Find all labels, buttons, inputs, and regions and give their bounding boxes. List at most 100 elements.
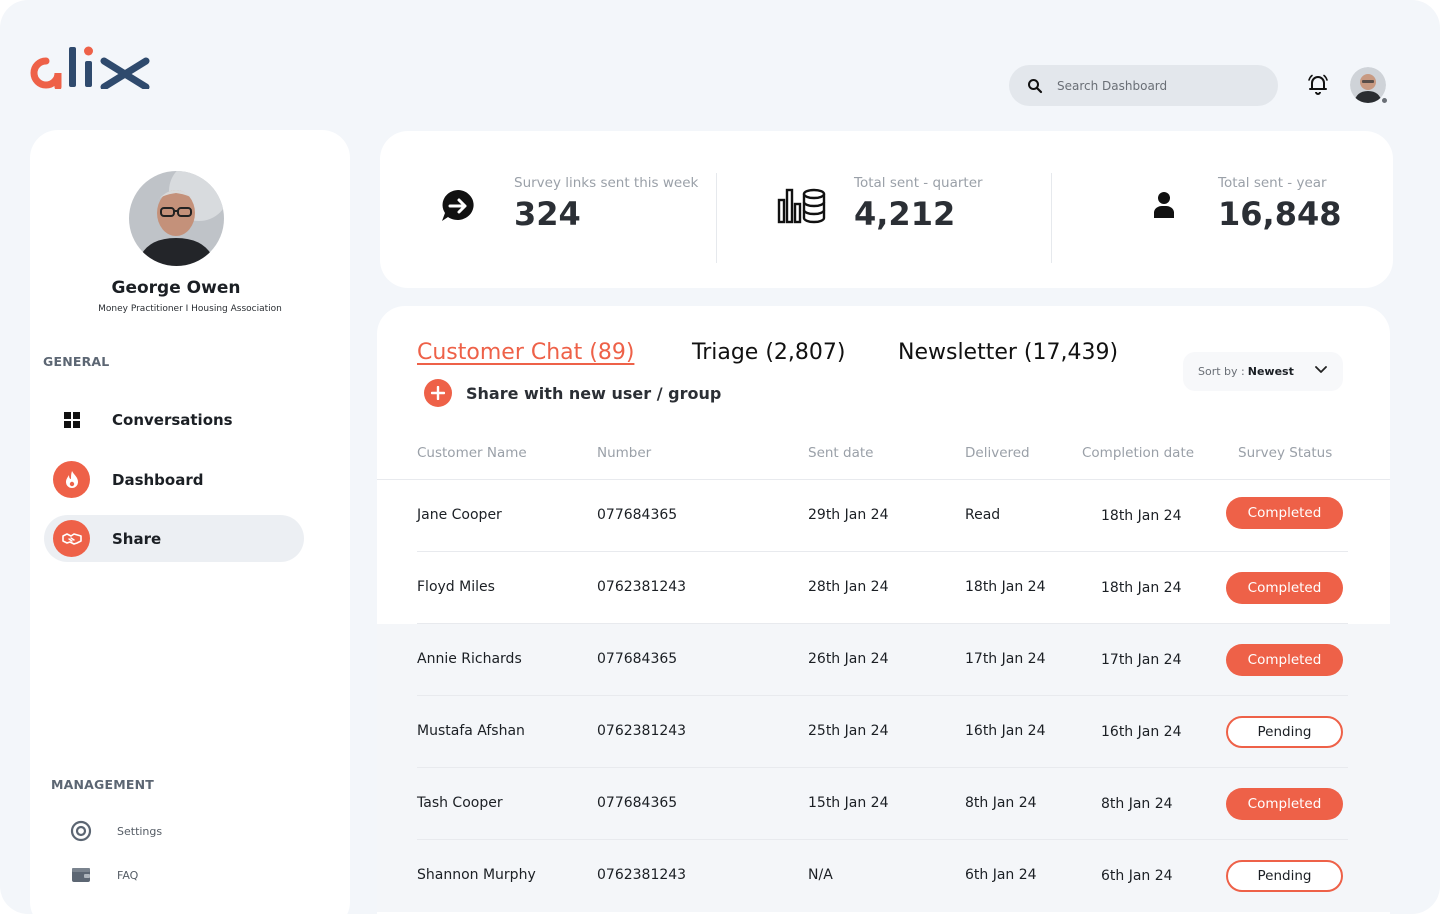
bell-icon[interactable] (1306, 72, 1330, 96)
wallet-icon (72, 868, 90, 882)
sidebar-item-dashboard[interactable]: Dashboard (44, 456, 304, 503)
delivered-cell: 16th Jan 24 (965, 723, 1046, 739)
sort-label: Sort by : (1198, 365, 1245, 378)
completion-date-cell: 18th Jan 24 (1101, 580, 1182, 596)
tab-customer-chat[interactable]: Customer Chat (89) (417, 340, 635, 365)
search-bar[interactable] (1009, 65, 1278, 106)
sent-date-cell: 15th Jan 24 (808, 795, 889, 811)
status-badge[interactable]: Pending (1226, 860, 1343, 892)
delivered-cell: 6th Jan 24 (965, 867, 1037, 883)
profile-avatar (129, 171, 224, 266)
sort-dropdown[interactable]: Sort by : Newest (1183, 352, 1343, 391)
sent-date-cell: 29th Jan 24 (808, 507, 889, 523)
column-header[interactable]: Delivered (965, 445, 1030, 461)
sent-date-cell: 26th Jan 24 (808, 651, 889, 667)
status-badge[interactable]: Completed (1226, 788, 1343, 820)
sidebar-item-label: Share (112, 529, 162, 548)
column-header[interactable]: Customer Name (417, 445, 527, 461)
profile-role: Money Practitioner I Housing Association (98, 304, 282, 314)
completion-date-cell: 16th Jan 24 (1101, 724, 1182, 740)
completion-date-cell: 18th Jan 24 (1101, 508, 1182, 524)
sidebar-item-label: FAQ (117, 868, 139, 882)
table-row[interactable]: Annie Richards 077684365 26th Jan 24 17th J… (377, 624, 1390, 696)
column-header[interactable]: Completion date (1082, 445, 1195, 461)
table-header-divider (377, 479, 1390, 480)
row-divider (417, 767, 1348, 768)
stat-label: Total sent - quarter (854, 175, 983, 191)
general-section-label: GENERAL (43, 354, 110, 369)
number-cell: 077684365 (597, 507, 678, 523)
customer-name-cell: Floyd Miles (417, 579, 495, 595)
row-divider (417, 839, 1348, 840)
online-status-dot (1381, 97, 1388, 104)
delivered-cell: 8th Jan 24 (965, 795, 1037, 811)
sent-date-cell: N/A (808, 867, 833, 883)
status-badge[interactable]: Pending (1226, 716, 1343, 748)
sidebar-item-conversations[interactable]: Conversations (44, 396, 304, 443)
profile-name: George Owen (111, 278, 241, 298)
management-section-label: MANAGEMENT (51, 777, 155, 792)
sent-date-cell: 28th Jan 24 (808, 579, 889, 595)
plus-icon (424, 379, 452, 407)
completion-date-cell: 8th Jan 24 (1101, 796, 1173, 812)
target-icon (70, 820, 92, 842)
number-cell: 077684365 (597, 651, 678, 667)
flame-icon (53, 461, 90, 498)
grid-icon (53, 401, 90, 438)
sidebar-item-label: Conversations (112, 410, 233, 429)
status-badge[interactable]: Completed (1226, 644, 1343, 676)
customer-name-cell: Jane Cooper (417, 507, 502, 523)
status-badge[interactable]: Completed (1226, 572, 1343, 604)
number-cell: 0762381243 (597, 579, 687, 595)
search-icon (1028, 78, 1043, 93)
stats-card: Survey links sent this week 324 Total se… (380, 131, 1393, 288)
delivered-cell: 17th Jan 24 (965, 651, 1046, 667)
search-input[interactable] (1057, 78, 1257, 93)
table-row[interactable]: Floyd Miles 0762381243 28th Jan 24 18th Jan… (377, 552, 1390, 624)
sort-value: Newest (1247, 365, 1294, 378)
delivered-cell: 18th Jan 24 (965, 579, 1046, 595)
column-header[interactable]: Survey Status (1238, 445, 1333, 461)
tab-newsletter[interactable]: Newsletter (17,439) (898, 340, 1119, 365)
customer-name-cell: Shannon Murphy (417, 867, 536, 883)
customer-name-cell: Tash Cooper (417, 795, 503, 811)
sent-date-cell: 25th Jan 24 (808, 723, 889, 739)
customer-name-cell: Mustafa Afshan (417, 723, 525, 739)
user-avatar[interactable] (1350, 67, 1388, 104)
sidebar: George Owen Money Practitioner I Housing… (30, 130, 350, 914)
row-divider (417, 695, 1348, 696)
handshake-icon (53, 520, 90, 557)
customer-name-cell: Annie Richards (417, 651, 522, 667)
sidebar-item-faq[interactable]: FAQ (70, 865, 138, 885)
sidebar-item-share[interactable]: Share (44, 515, 304, 562)
row-divider (417, 623, 1348, 624)
sidebar-item-label: Dashboard (112, 470, 204, 489)
table-row[interactable]: Mustafa Afshan 0762381243 25th Jan 24 16th … (377, 696, 1390, 768)
table-row[interactable]: Shannon Murphy 0762381243 N/A 6th Jan 24 6th… (377, 840, 1390, 912)
column-header[interactable]: Sent date (808, 445, 874, 461)
number-cell: 0762381243 (597, 723, 687, 739)
tab-triage[interactable]: Triage (2,807) (692, 340, 846, 365)
share-with-new-user-button[interactable]: Share with new user / group (424, 379, 721, 407)
share-with-new-user-label: Share with new user / group (466, 383, 722, 403)
chevron-down-icon (1315, 366, 1327, 373)
stat-value: 4,212 (854, 195, 956, 233)
stat-value: 324 (514, 195, 581, 233)
row-divider (417, 551, 1348, 552)
column-header[interactable]: Number (597, 445, 652, 461)
stat-label: Total sent - year (1218, 175, 1327, 191)
number-cell: 077684365 (597, 795, 678, 811)
stat-value: 16,848 (1218, 195, 1342, 233)
bars-coins-icon (777, 188, 826, 224)
chat-arrow-icon (442, 190, 474, 221)
sidebar-item-label: Settings (117, 824, 163, 838)
alix-logo[interactable] (30, 40, 152, 92)
status-badge[interactable]: Completed (1226, 497, 1343, 529)
completion-date-cell: 6th Jan 24 (1101, 868, 1173, 884)
stat-divider (1051, 173, 1052, 263)
sidebar-item-settings[interactable]: Settings (70, 820, 162, 842)
table-row[interactable]: Tash Cooper 077684365 15th Jan 24 8th Jan 2… (377, 768, 1390, 840)
table-row[interactable]: Jane Cooper 077684365 29th Jan 24 Read 18th … (377, 480, 1390, 552)
delivered-cell: Read (965, 507, 1001, 523)
